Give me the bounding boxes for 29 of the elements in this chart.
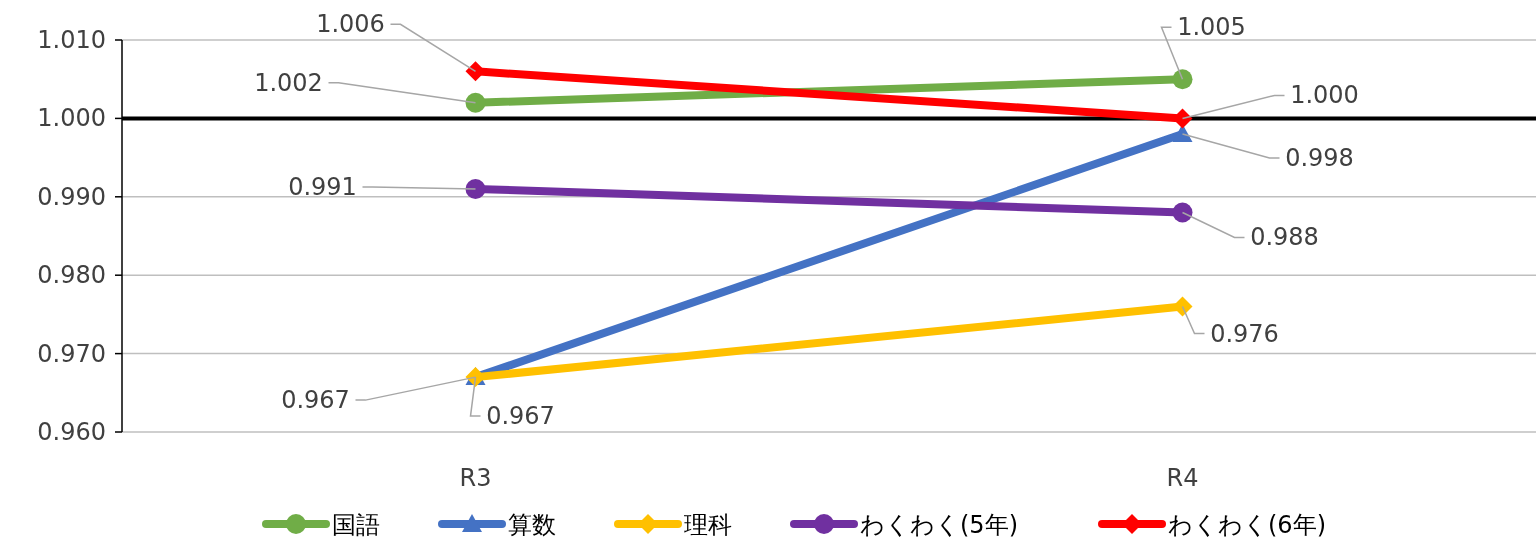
data-label: 0.991	[288, 172, 357, 201]
x-tick-label: R4	[1166, 464, 1199, 492]
data-label: 1.005	[1177, 13, 1246, 42]
legend-label: 算数	[508, 511, 556, 539]
y-tick-label: 0.970	[37, 339, 106, 368]
x-tick-label: R3	[459, 464, 492, 492]
data-label: 0.967	[486, 402, 555, 431]
data-label: 0.988	[1250, 223, 1319, 252]
y-tick-label: 1.010	[37, 26, 106, 54]
legend-label: 理科	[684, 511, 732, 539]
point	[1172, 202, 1193, 223]
legend-label: 国語	[332, 511, 380, 539]
data-label: 0.998	[1285, 144, 1354, 173]
y-tick-label: 0.980	[37, 261, 106, 290]
point	[465, 178, 486, 199]
data-label: 1.002	[254, 68, 323, 97]
data-label: 1.006	[316, 10, 385, 39]
point	[1172, 296, 1193, 317]
point	[465, 61, 486, 82]
point	[465, 92, 486, 113]
y-tick-label: 0.990	[37, 182, 106, 211]
point	[1172, 69, 1193, 90]
y-tick-label: 0.960	[37, 418, 106, 446]
legend-label: わくわく(5年)	[860, 511, 1018, 539]
data-label: 0.976	[1210, 319, 1279, 348]
y-tick-label: 1.000	[37, 104, 106, 133]
data-label: 0.967	[281, 386, 350, 415]
legend-label: わくわく(6年)	[1168, 511, 1326, 539]
data-label: 1.000	[1290, 81, 1359, 110]
